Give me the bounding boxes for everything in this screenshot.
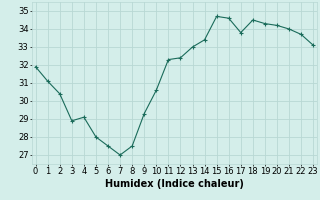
X-axis label: Humidex (Indice chaleur): Humidex (Indice chaleur) (105, 179, 244, 189)
